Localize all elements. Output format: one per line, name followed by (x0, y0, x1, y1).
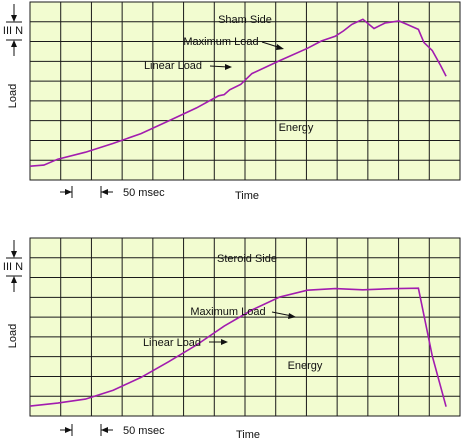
panel-sham: Sham Side Maximum Load Linear Load Energ… (3, 1, 461, 202)
y-scale-label: III N (3, 25, 23, 37)
annotation-max-load: Maximum Load (183, 36, 258, 48)
annotation-max-load: Maximum Load (190, 306, 265, 318)
y-axis-label: Load (7, 324, 19, 348)
annotation-linear-load: Linear Load (143, 337, 201, 349)
x-scale-label: 50 msec (123, 187, 165, 199)
x-scale-label: 50 msec (123, 425, 165, 437)
panel-label: Steroid Side (217, 253, 277, 265)
load-trace (29, 287, 447, 407)
x-axis-label: Time (235, 190, 259, 202)
annotation-linear-load: Linear Load (144, 60, 202, 72)
y-scale-arrow-down (11, 15, 17, 22)
panel-label: Sham Side (218, 14, 272, 26)
y-axis-label: Load (7, 84, 19, 108)
y-scale-label: III N (3, 261, 23, 273)
linear-load-arrowhead (225, 64, 232, 70)
annotation-energy: Energy (279, 122, 314, 134)
x-axis-label: Time (236, 429, 260, 441)
panel-steroid: Steroid Side Maximum Load Linear Load En… (3, 237, 461, 441)
grid-lines (30, 2, 460, 180)
x-scale-right-arrowhead (101, 427, 108, 433)
x-scale-right-arrowhead (101, 189, 108, 195)
linear-load-arrowhead (221, 339, 228, 345)
max-load-arrowhead (288, 313, 296, 319)
max-load-arrowhead (276, 44, 284, 50)
x-scale-left-arrowhead (65, 189, 72, 195)
x-scale-left-arrowhead (65, 427, 72, 433)
load-trace (29, 18, 447, 167)
annotation-energy: Energy (288, 360, 323, 372)
y-scale-arrow-down (11, 251, 17, 258)
